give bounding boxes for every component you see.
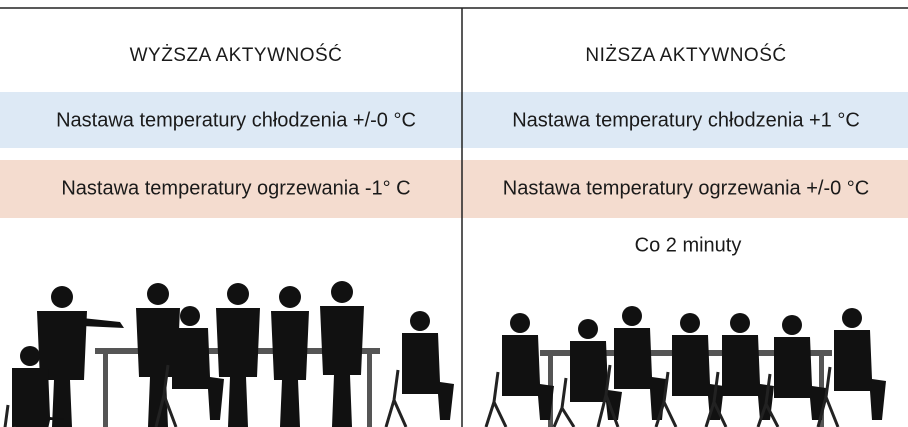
silhouette-part — [774, 337, 826, 420]
silhouette-part — [271, 311, 309, 427]
silhouette-part — [510, 313, 530, 333]
silhouette-part — [216, 308, 260, 427]
silhouette-part — [227, 283, 249, 305]
silhouette-part — [834, 330, 886, 420]
silhouettes — [0, 281, 886, 427]
silhouette-part — [502, 335, 554, 420]
silhouette-part — [410, 311, 430, 331]
silhouette-part — [172, 328, 224, 420]
silhouette-part — [402, 333, 454, 420]
right-cooling: Nastawa temperatury chłodzenia +1 °C — [512, 109, 860, 131]
right-heating: Nastawa temperatury ogrzewania +/-0 °C — [503, 177, 870, 199]
silhouette-part — [782, 315, 802, 335]
silhouette-part — [680, 313, 700, 333]
silhouette-part — [367, 354, 372, 427]
infographic: WYŻSZA AKTYWNOŚĆ NIŻSZA AKTYWNOŚĆ Nastaw… — [0, 0, 908, 427]
silhouette-part — [578, 319, 598, 339]
silhouette-part — [147, 283, 169, 305]
silhouette-part — [51, 286, 73, 308]
left-heating: Nastawa temperatury ogrzewania -1° C — [61, 177, 410, 199]
silhouette-part — [331, 281, 353, 303]
right-note: Co 2 minuty — [635, 234, 742, 256]
left-header: WYŻSZA AKTYWNOŚĆ — [130, 44, 343, 66]
silhouette-part — [320, 306, 364, 427]
silhouette-part — [20, 346, 40, 366]
right-header: NIŻSZA AKTYWNOŚĆ — [585, 44, 786, 66]
silhouette-part — [614, 328, 666, 420]
silhouette-part — [82, 318, 124, 328]
silhouette-part — [622, 306, 642, 326]
silhouette-part — [842, 308, 862, 328]
silhouette-part — [180, 306, 200, 326]
silhouette-part — [279, 286, 301, 308]
silhouette-part — [730, 313, 750, 333]
left-cooling: Nastawa temperatury chłodzenia +/-0 °C — [56, 109, 416, 131]
silhouette-part — [103, 354, 108, 427]
